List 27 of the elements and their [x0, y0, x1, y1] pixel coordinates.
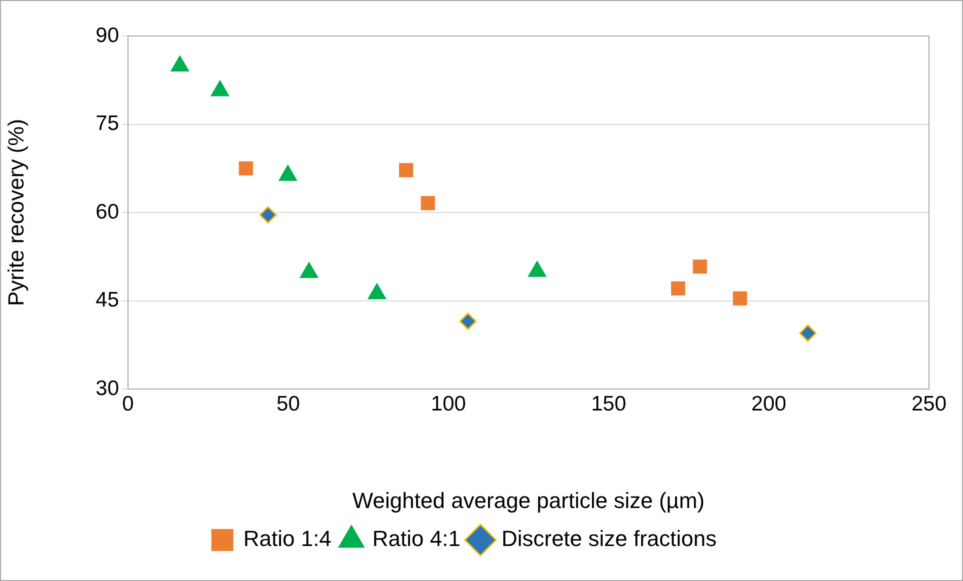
y-tick-label: 45: [96, 288, 119, 312]
y-axis-title: Pyrite recovery (%): [3, 118, 28, 306]
point: [459, 312, 477, 330]
x-tick-label: 200: [751, 392, 786, 416]
point: [259, 206, 277, 224]
point: [799, 324, 817, 342]
y-tick-label: 90: [96, 24, 119, 47]
x-tick-label: 0: [122, 392, 134, 416]
x-tick-label: 100: [430, 392, 466, 416]
legend-label: Ratio 4:1: [372, 526, 460, 552]
point: [238, 161, 253, 176]
x-tick-label: 150: [591, 392, 626, 416]
point: [210, 80, 230, 96]
x-tick-label: 50: [276, 392, 300, 416]
point: [671, 281, 686, 296]
point: [420, 196, 435, 210]
y-tick-label: 60: [96, 200, 119, 224]
x-axis-title: Weighted average particle size (µm): [352, 488, 705, 513]
point: [170, 55, 190, 72]
point: [399, 163, 414, 178]
point: [732, 291, 748, 306]
point: [692, 260, 707, 274]
legend-label: Discrete size fractions: [501, 526, 717, 552]
y-tick-label: 30: [96, 376, 119, 400]
x-tick-label: 250: [911, 392, 947, 416]
legend-label: Ratio 1:4: [243, 526, 332, 552]
y-tick-label: 75: [96, 112, 119, 136]
